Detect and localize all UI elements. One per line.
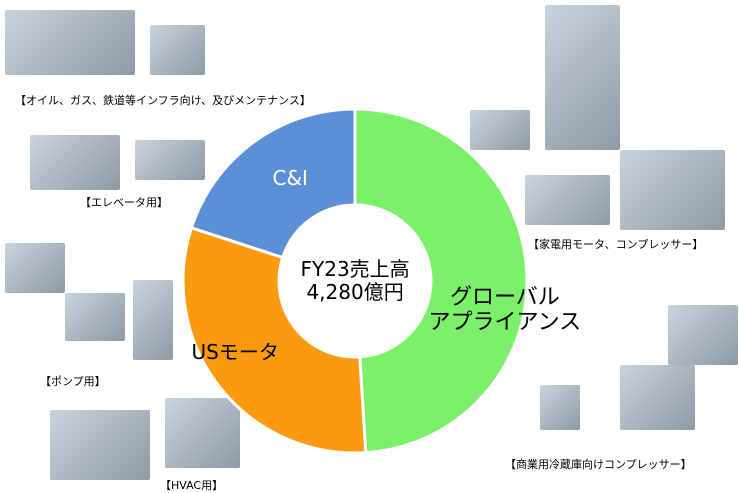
- donut-slice: [181, 225, 368, 455]
- slice-label: グローバル アプライアンス: [428, 284, 582, 335]
- photo: [50, 410, 150, 480]
- photo: [30, 135, 120, 190]
- caption: 【エレベータ用】: [80, 196, 168, 209]
- caption: 【商業用冷蔵庫向けコンプレッサー】: [505, 458, 692, 471]
- photo: [135, 140, 205, 180]
- photo: [620, 365, 695, 430]
- photo: [133, 280, 173, 360]
- photo: [540, 385, 580, 430]
- donut-slice: [189, 107, 357, 260]
- donut-slice: [353, 107, 529, 455]
- caption: 【家電用モータ、コンプレッサー】: [528, 238, 704, 251]
- photo: [620, 150, 725, 230]
- caption: 【ポンプ用】: [40, 375, 106, 388]
- caption: 【オイル、ガス、鉄道等インフラ向け、及びメンテナンス】: [15, 94, 311, 107]
- photo: [525, 175, 610, 225]
- caption: 【HVAC用】: [160, 479, 224, 492]
- photo: [668, 305, 738, 365]
- photo: [65, 293, 125, 341]
- photo: [5, 243, 65, 293]
- photo: [470, 110, 530, 150]
- photo: [150, 25, 205, 75]
- photo: [5, 10, 135, 75]
- photo: [165, 398, 240, 468]
- center-label: FY23売上高 4,280億円: [300, 257, 410, 304]
- slice-label: C&I: [272, 165, 308, 190]
- slice-label: USモータ: [191, 339, 279, 364]
- photo: [545, 5, 620, 150]
